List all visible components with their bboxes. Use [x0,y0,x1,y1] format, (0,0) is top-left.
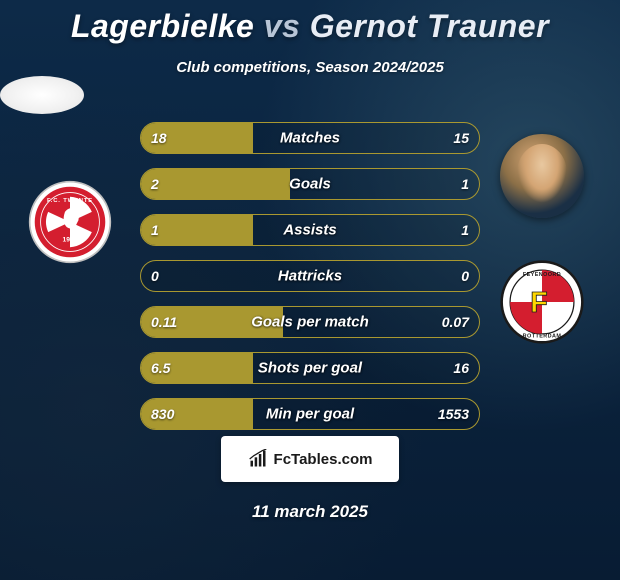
stat-label: Min per goal [141,406,479,423]
stat-label: Goals per match [141,314,479,331]
stat-row-mpg: 830 Min per goal 1553 [140,398,480,430]
player1-avatar [0,76,84,114]
stat-row-assists: 1 Assists 1 [140,214,480,246]
stat-value-right: 16 [453,360,469,376]
player2-name: Gernot Trauner [310,8,549,44]
svg-text:F: F [530,287,547,319]
stat-label: Matches [141,130,479,147]
stat-row-hattricks: 0 Hattricks 0 [140,260,480,292]
stat-row-goals: 2 Goals 1 [140,168,480,200]
vs-text: vs [264,8,301,44]
content-root: Lagerbielke vs Gernot Trauner Club compe… [0,0,620,580]
svg-text:F.C. TWENTE: F.C. TWENTE [47,198,93,204]
stat-value-right: 1 [461,222,469,238]
stat-label: Shots per goal [141,360,479,377]
subtitle: Club competitions, Season 2024/2025 [0,59,620,76]
stat-label: Assists [141,222,479,239]
stat-label: Hattricks [141,268,479,285]
stat-row-spg: 6.5 Shots per goal 16 [140,352,480,384]
stats-container: 18 Matches 15 2 Goals 1 1 Assists 1 0 Ha… [140,122,480,444]
player1-club-badge: 1965 F.C. TWENTE [28,180,112,264]
chart-icon [248,449,268,469]
stat-value-right: 1 [461,176,469,192]
brand-text: FcTables.com [274,451,373,468]
stat-row-gpm: 0.11 Goals per match 0.07 [140,306,480,338]
svg-text:FEYENOORD: FEYENOORD [523,272,561,278]
twente-badge-icon: 1965 F.C. TWENTE [28,180,112,264]
player2-club-badge: F FEYENOORD ROTTERDAM [500,260,584,344]
player2-avatar [500,134,584,218]
svg-text:ROTTERDAM: ROTTERDAM [523,333,562,339]
brand-badge: FcTables.com [221,436,399,482]
stat-value-right: 1553 [438,406,469,422]
stat-value-right: 0 [461,268,469,284]
date-text: 11 march 2025 [0,502,620,522]
stat-value-right: 0.07 [442,314,469,330]
stat-row-matches: 18 Matches 15 [140,122,480,154]
feyenoord-badge-icon: F FEYENOORD ROTTERDAM [500,260,584,344]
stat-label: Goals [141,176,479,193]
svg-text:1965: 1965 [63,236,78,243]
player1-name: Lagerbielke [71,8,254,44]
stat-value-right: 15 [453,130,469,146]
comparison-title: Lagerbielke vs Gernot Trauner [0,0,620,45]
